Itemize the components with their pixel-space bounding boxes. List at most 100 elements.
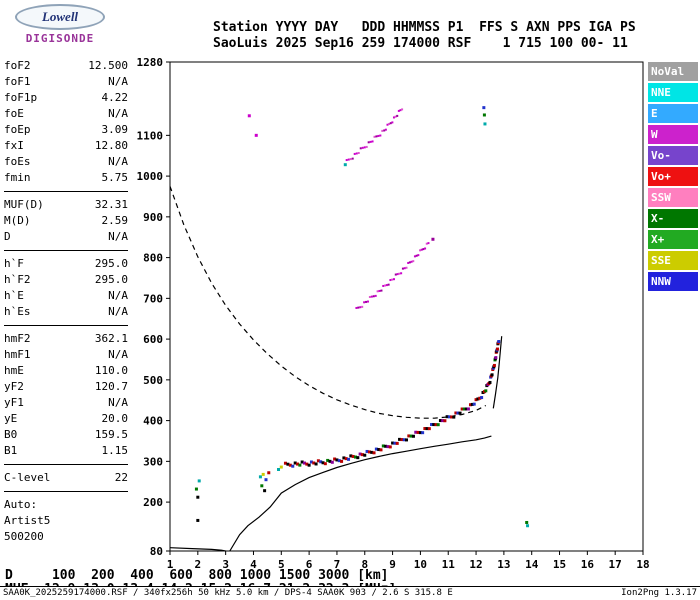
f2-o-trace-dot — [381, 444, 385, 448]
parameter-value: 1.15 — [101, 444, 129, 457]
f2-o-trace-dot — [468, 403, 472, 407]
header-column-titles: Station YYYY DAY DDD HHMMSS P1 FFS S AXN… — [213, 20, 636, 35]
f2-o-trace-dot — [425, 427, 429, 431]
x-tick-label: 17 — [609, 558, 622, 571]
second-hop-upper-dot — [396, 114, 399, 117]
second-hop-upper-dot — [361, 146, 364, 149]
parameter-label: foEs — [4, 155, 31, 168]
sporadic-echoes-dot — [267, 471, 271, 475]
f2-o-trace-dot — [326, 458, 330, 462]
second-hop-upper-dot — [357, 151, 360, 154]
parameter-row: foF1p 4.22 — [4, 90, 128, 106]
f2-o-trace-dot — [358, 452, 362, 456]
f2-o-trace-dot — [488, 380, 492, 384]
second-hop-lower-dot — [370, 295, 373, 298]
parameter-label: foEp — [4, 123, 31, 136]
parameter-row: B1 1.15 — [4, 443, 128, 459]
parameter-label: hmE — [4, 364, 24, 377]
f2-o-trace-dot — [480, 396, 484, 400]
parameter-row: foF1 N/A — [4, 74, 128, 90]
panel-separator — [4, 491, 128, 492]
second-hop-lower-dot — [398, 272, 401, 275]
second-hop-lower-dot — [384, 284, 387, 287]
parameter-value: N/A — [108, 155, 128, 168]
sporadic-echoes-dot — [196, 495, 200, 499]
y-tick-label: 900 — [143, 211, 163, 224]
parameter-value: 12.80 — [94, 139, 128, 152]
f2-o-trace-dot — [347, 457, 351, 461]
legend-item-vo: Vo- — [648, 146, 698, 165]
f2-o-trace-dot — [302, 461, 306, 465]
f2-o-trace-dot — [418, 431, 422, 435]
second-hop-upper-dot — [355, 152, 358, 155]
second-hop-upper-dot — [345, 159, 348, 162]
second-hop-upper-dot — [371, 140, 374, 143]
parameter-row: MUF(D) 32.31 — [4, 197, 128, 213]
sporadic-echoes-dot — [431, 237, 435, 241]
second-hop-lower-dot — [417, 254, 420, 257]
legend-item-sse: SSE — [648, 251, 698, 270]
parameter-row: h`E N/A — [4, 288, 128, 304]
parameter-value: 120.7 — [94, 380, 128, 393]
parameter-value: N/A — [108, 396, 128, 409]
second-hop-lower-dot — [403, 267, 406, 270]
f2-o-trace-dot — [296, 462, 300, 466]
f2-o-trace-dot — [462, 407, 466, 411]
f2-o-trace-dot — [388, 445, 392, 449]
doppler-legend: NoVal NNE E W Vo- Vo+ SSW X- X+ SSE NNW — [648, 62, 698, 293]
x-tick-label: 11 — [442, 558, 456, 571]
parameter-row: h`F 295.0 — [4, 256, 128, 272]
f2-o-trace-dot — [309, 460, 313, 464]
x-tick-label: 18 — [636, 558, 649, 571]
x-tick-label: 8 — [361, 558, 368, 571]
f2-o-trace-dot — [490, 373, 494, 377]
f2-o-trace-dot — [323, 462, 327, 466]
sporadic-echoes-dot — [196, 518, 200, 522]
second-hop-lower-dot — [392, 278, 395, 281]
second-hop-lower-dot — [359, 306, 362, 309]
second-hop-lower-dot — [391, 278, 394, 281]
f2-o-trace-dot — [391, 441, 395, 445]
sporadic-echoes-dot — [263, 489, 267, 493]
status-file-info: SAA0K_2025259174000.RSF / 340fx256h 50 k… — [3, 588, 453, 598]
f2-o-trace-dot — [374, 447, 378, 451]
y-tick-label: 1280 — [137, 56, 164, 69]
status-program-version: Ion2Png 1.3.17 — [621, 588, 697, 598]
f2-o-trace-dot — [316, 459, 320, 463]
f2-o-trace-dot — [367, 450, 371, 454]
parameter-label: 500200 — [4, 530, 44, 543]
second-hop-lower-dot — [382, 284, 385, 287]
second-hop-lower-dot — [365, 300, 368, 303]
parameter-row: fxI 12.80 — [4, 138, 128, 154]
parameter-row: fmin 5.75 — [4, 170, 128, 186]
muf-distance-row: D 100 200 400 600 800 1000 1500 3000 [km… — [5, 568, 389, 583]
parameter-row: Auto: — [4, 497, 128, 513]
f2-o-trace-dot — [492, 363, 496, 367]
parameter-value: 22 — [114, 471, 128, 484]
x-tick-label: 5 — [278, 558, 285, 571]
parameter-label: C-level — [4, 471, 51, 484]
second-hop-upper-dot — [389, 122, 392, 125]
parameter-row: B0 159.5 — [4, 427, 128, 443]
f2-o-trace-dot — [464, 407, 468, 411]
f2-o-trace-dot — [335, 458, 339, 462]
f2-o-trace-dot — [305, 462, 309, 466]
parameter-label: yF2 — [4, 380, 24, 393]
f2-o-trace-dot — [342, 456, 346, 460]
parameter-label: yE — [4, 412, 18, 425]
parameter-value: 5.75 — [101, 171, 129, 184]
legend-item-noval: NoVal — [648, 62, 698, 81]
f2-o-trace-dot — [286, 462, 290, 466]
second-hop-lower-dot — [400, 272, 403, 275]
f2-o-trace-dot — [430, 423, 434, 427]
f2-o-trace-dot — [472, 402, 476, 406]
second-hop-upper-dot — [363, 146, 366, 149]
second-hop-upper-dot — [347, 158, 350, 161]
second-hop-upper-dot — [388, 122, 391, 125]
parameter-value: 295.0 — [94, 273, 128, 286]
f2-o-trace-dot — [363, 453, 367, 457]
f2-o-trace-dot — [349, 454, 353, 458]
parameter-label: foF1p — [4, 91, 38, 104]
second-hop-lower-dot — [376, 290, 379, 293]
parameter-value: 295.0 — [94, 257, 128, 270]
